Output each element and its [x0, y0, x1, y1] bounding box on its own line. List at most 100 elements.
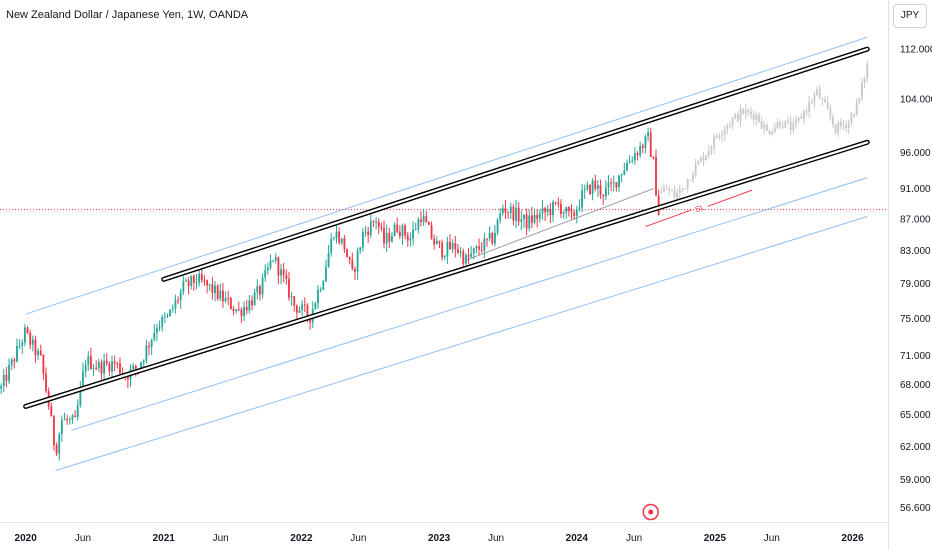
time-tick-label: 2020	[15, 533, 38, 544]
candle-up	[84, 364, 87, 372]
price-tick-label: 75.000	[900, 314, 931, 325]
candle-down	[747, 109, 750, 112]
candle-up	[163, 316, 166, 318]
candle-up	[166, 315, 169, 317]
candle-down	[602, 194, 605, 197]
candle-down	[343, 238, 346, 250]
candle-down	[45, 373, 47, 392]
candle-up	[586, 184, 589, 190]
candle-up	[808, 101, 811, 112]
candle-up	[718, 135, 721, 138]
candle-down	[66, 418, 69, 421]
candle-down	[758, 114, 760, 122]
candle-up	[612, 182, 615, 184]
candle-down	[557, 202, 560, 204]
candle-down	[229, 298, 232, 310]
candle-up	[63, 418, 66, 421]
candle-up	[837, 122, 840, 133]
candle-up	[92, 367, 95, 369]
candle-down	[192, 275, 195, 283]
candle-up	[842, 124, 845, 126]
time-tick-label: Jun	[764, 533, 780, 544]
candle-up	[401, 225, 404, 237]
candle-down	[438, 240, 441, 243]
candle-up	[771, 132, 774, 135]
candle-down	[26, 327, 29, 333]
price-tick-label: 91.000	[900, 184, 931, 195]
channel-line-fill	[162, 48, 869, 281]
candle-down	[404, 225, 407, 236]
candle-up	[298, 310, 301, 313]
candle-up	[369, 221, 372, 236]
candle-up	[145, 345, 148, 361]
candle-up	[721, 134, 723, 136]
candle-up	[797, 117, 800, 121]
candle-up	[409, 238, 412, 241]
candle-down	[232, 309, 235, 311]
candle-up	[523, 214, 525, 220]
candle-up	[185, 280, 187, 282]
candle-down	[74, 415, 76, 417]
candle-up	[253, 292, 256, 306]
candles	[0, 127, 660, 461]
candle-up	[620, 174, 623, 176]
candle-down	[512, 207, 515, 221]
candle-down	[768, 130, 771, 135]
candle-up	[301, 304, 304, 311]
candle-down	[641, 146, 644, 148]
candle-up	[705, 155, 708, 161]
candle-down	[829, 108, 832, 118]
candle-up	[459, 251, 462, 253]
candle-down	[594, 180, 597, 189]
candle-up	[773, 127, 776, 133]
candle-down	[610, 182, 613, 184]
stop-loss-marker: SL	[645, 189, 753, 228]
candle-down	[388, 233, 391, 242]
candle-up	[79, 387, 82, 406]
candle-down	[251, 300, 253, 306]
candle-up	[335, 231, 338, 238]
candle-down	[148, 345, 150, 347]
candle-up	[792, 123, 795, 130]
candle-up	[18, 345, 21, 347]
candle-up	[475, 246, 478, 249]
time-tick-label: 2023	[428, 533, 451, 544]
candle-up	[509, 207, 512, 213]
candle-up	[266, 267, 269, 271]
candle-down	[560, 203, 562, 214]
price-tick-label: 56.600	[900, 503, 931, 514]
candle-up	[591, 180, 594, 194]
candle-up	[604, 187, 607, 197]
candle-down	[288, 278, 290, 298]
candle-down	[430, 224, 433, 239]
time-tick-label: Jun	[213, 533, 229, 544]
price-tick-label: 65.000	[900, 410, 931, 421]
candle-down	[406, 235, 409, 241]
candle-down	[665, 188, 668, 190]
candle-up	[198, 273, 201, 283]
time-tick-label: 2022	[290, 533, 313, 544]
candle-up	[290, 296, 293, 298]
candle-down	[354, 268, 356, 272]
candle-up	[660, 191, 663, 193]
candle-down	[457, 249, 459, 253]
candle-down	[113, 361, 116, 364]
candle-up	[816, 89, 819, 96]
candle-up	[644, 136, 647, 148]
candle-down	[441, 242, 444, 258]
candle-down	[570, 210, 573, 213]
candle-up	[412, 229, 414, 239]
candle-up	[763, 125, 766, 129]
candle-down	[668, 188, 671, 191]
candle-up	[496, 219, 499, 233]
candle-down	[486, 238, 488, 240]
time-tick-label: Jun	[626, 533, 642, 544]
currency-button[interactable]: JPY	[893, 4, 927, 28]
candle-down	[567, 207, 570, 211]
candle-up	[546, 209, 549, 213]
candle-down	[507, 212, 510, 214]
candle-up	[356, 250, 359, 272]
candle-up	[552, 201, 554, 216]
time-tick-label: 2021	[153, 533, 176, 544]
